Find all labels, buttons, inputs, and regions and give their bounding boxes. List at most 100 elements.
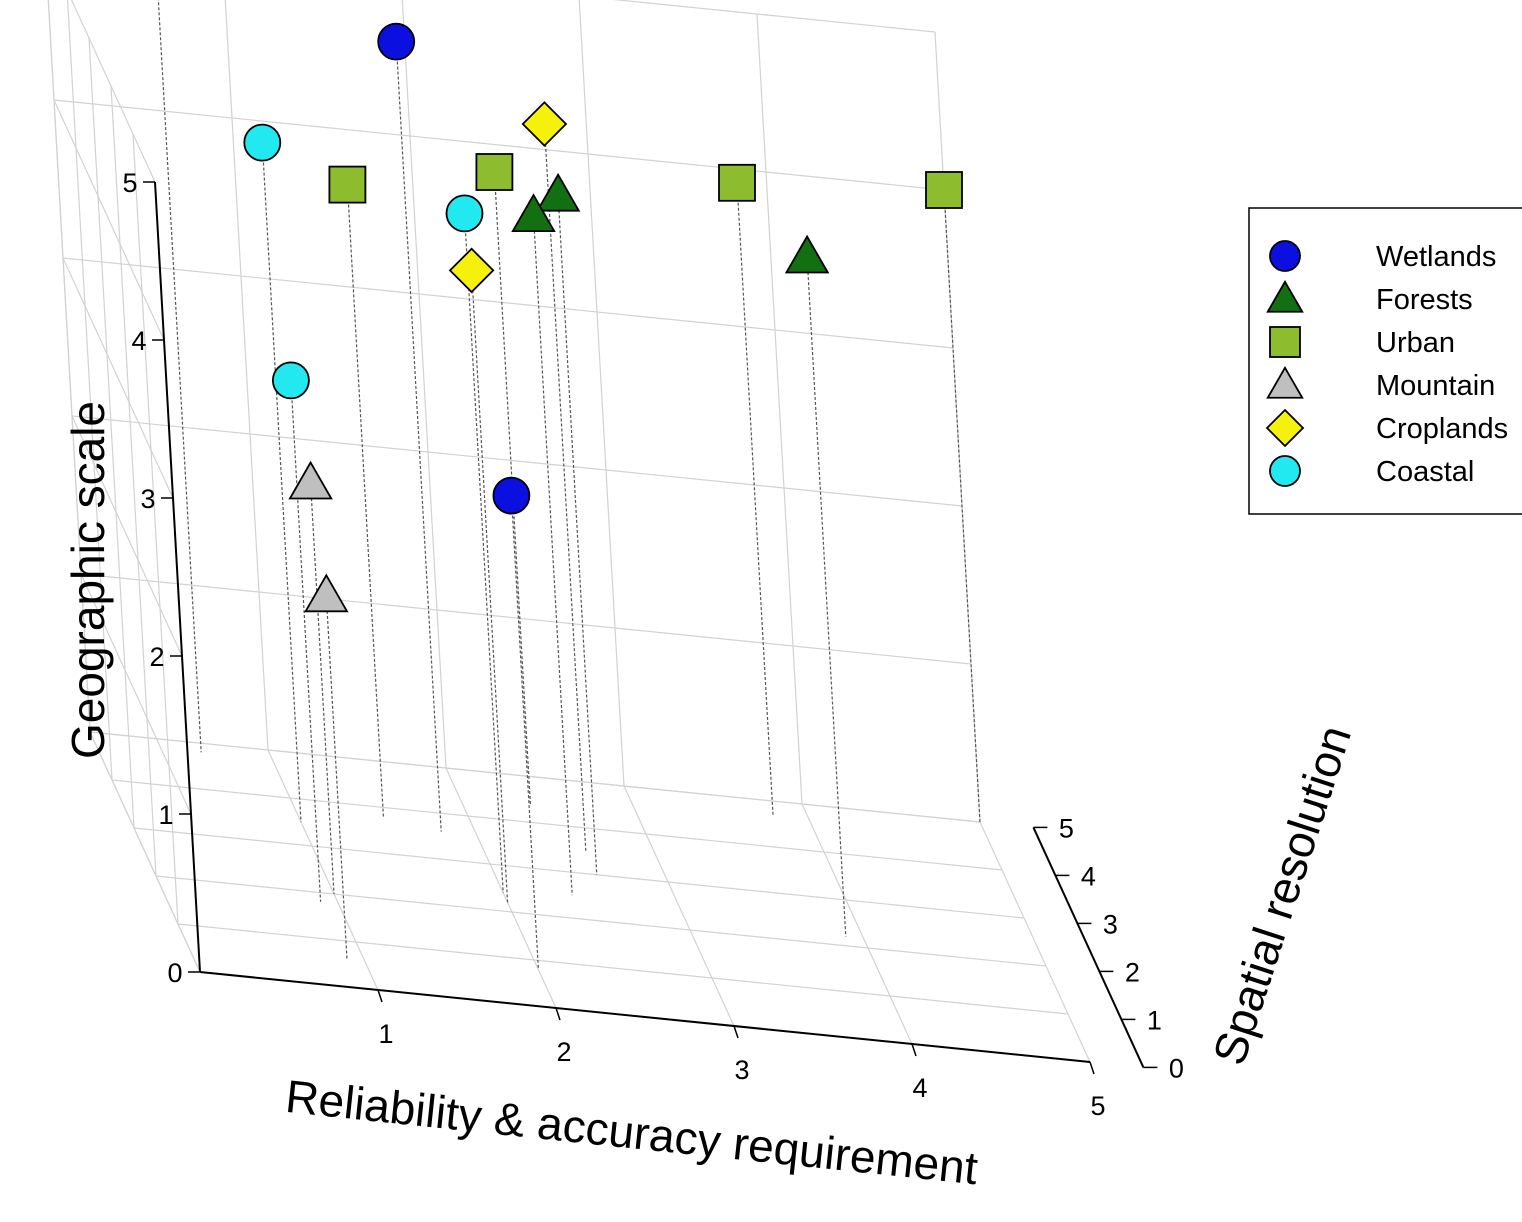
gridline xyxy=(71,415,183,657)
urban-square-marker xyxy=(718,163,756,202)
legend: Wetlands Forests Urban Mountain Croplands Coa… xyxy=(1248,207,1522,515)
legend-label: Coastal xyxy=(1376,456,1474,488)
x-tick-label: 3 xyxy=(734,1055,749,1085)
drop-line xyxy=(157,0,202,753)
z-tick-label: 3 xyxy=(140,484,155,514)
legend-label: Forests xyxy=(1376,284,1473,316)
gridline xyxy=(177,923,1069,1015)
gridline xyxy=(132,133,179,925)
gridline xyxy=(88,37,135,829)
drop-line xyxy=(471,270,509,903)
y-tick-label: 0 xyxy=(1169,1053,1184,1083)
gridline xyxy=(80,573,972,665)
gridline xyxy=(110,85,157,877)
x-tick-mark xyxy=(377,989,383,1003)
gridline xyxy=(53,99,165,341)
gridline xyxy=(756,13,803,805)
urban-square-marker xyxy=(475,153,514,191)
drop-line xyxy=(290,380,322,902)
legend-diamond-icon xyxy=(1265,408,1305,448)
drop-line xyxy=(806,257,847,937)
gridline xyxy=(979,821,1091,1063)
gridline xyxy=(80,573,192,815)
x-tick-label: 1 xyxy=(378,1019,393,1049)
drop-line xyxy=(557,195,598,875)
legend-circle-icon xyxy=(1269,455,1301,487)
gridline xyxy=(62,257,174,499)
z-tick-label: 5 xyxy=(122,168,137,198)
mountain-triangle-marker xyxy=(304,573,349,613)
data-markers xyxy=(243,22,963,613)
drop-line xyxy=(510,495,539,970)
y-tick-label: 4 xyxy=(1081,861,1096,891)
x-axis-title: Reliability & accuracy requirement xyxy=(283,1070,980,1194)
y-tick-label: 3 xyxy=(1103,909,1118,939)
x-tick-label: 5 xyxy=(1090,1091,1105,1121)
urban-square-marker xyxy=(925,171,963,209)
y-tick-label: 2 xyxy=(1125,957,1140,987)
croplands-diamond-marker xyxy=(448,247,495,294)
gridline xyxy=(89,731,981,823)
drop-line xyxy=(325,595,348,960)
drop-line xyxy=(310,483,335,895)
gridline xyxy=(53,99,945,191)
gridline xyxy=(89,731,201,973)
y-axis-title: Spatial resolution xyxy=(1203,719,1362,1071)
y-tick-label: 5 xyxy=(1059,813,1074,843)
gridline xyxy=(612,0,936,33)
mountain-triangle-marker xyxy=(288,460,333,500)
wetlands-circle-marker xyxy=(492,476,531,515)
coastal-circle-marker xyxy=(445,194,484,233)
gridline xyxy=(47,0,91,733)
gridline xyxy=(71,415,963,507)
y-axis-line xyxy=(1032,826,1145,1068)
legend-circle-icon xyxy=(1269,240,1301,272)
legend-label: Mountain xyxy=(1376,370,1495,402)
gridline xyxy=(445,767,557,1009)
forests-triangle-marker xyxy=(535,172,581,212)
drop-line xyxy=(736,182,774,815)
legend-triangle-icon xyxy=(1266,279,1304,313)
legend-triangle-icon xyxy=(1266,365,1304,399)
gridline xyxy=(62,257,954,349)
gridline xyxy=(133,827,1025,919)
wetlands-circle-marker xyxy=(377,22,416,61)
gridline xyxy=(224,0,269,751)
z-axis-title: Geographic scale xyxy=(62,401,114,759)
x-tick-label: 4 xyxy=(912,1073,927,1103)
drop-line xyxy=(261,142,302,823)
z-axis-line xyxy=(154,181,201,973)
gridline xyxy=(401,0,447,769)
gridline xyxy=(578,0,625,787)
gridline xyxy=(155,875,1047,967)
legend-label: Urban xyxy=(1376,327,1455,359)
coastal-circle-marker xyxy=(271,361,310,400)
coastal-circle-marker xyxy=(243,123,282,162)
x-tick-mark xyxy=(733,1025,739,1039)
gridline xyxy=(70,0,156,183)
drop-line xyxy=(463,213,504,893)
drop-lines xyxy=(157,0,981,970)
drop-line xyxy=(395,41,442,832)
x-tick-mark xyxy=(1089,1061,1095,1075)
z-tick-label: 1 xyxy=(158,800,173,830)
urban-square-marker xyxy=(328,165,367,204)
croplands-diamond-marker xyxy=(521,101,568,147)
gridline xyxy=(111,779,1003,871)
forests-triangle-marker xyxy=(511,193,556,233)
z-tick-label: 0 xyxy=(167,958,182,988)
y-tick-label: 1 xyxy=(1147,1005,1162,1035)
x-tick-label: 2 xyxy=(556,1037,571,1067)
z-tick-label: 2 xyxy=(149,642,164,672)
gridline xyxy=(66,0,113,781)
z-tick-label: 4 xyxy=(131,326,146,356)
gridline xyxy=(623,785,735,1027)
drop-line xyxy=(532,215,573,896)
x-axis-line xyxy=(199,971,1091,1063)
legend-label: Wetlands xyxy=(1376,241,1496,273)
drop-line xyxy=(943,189,981,823)
gridline xyxy=(801,803,913,1045)
x-tick-mark xyxy=(911,1043,917,1057)
